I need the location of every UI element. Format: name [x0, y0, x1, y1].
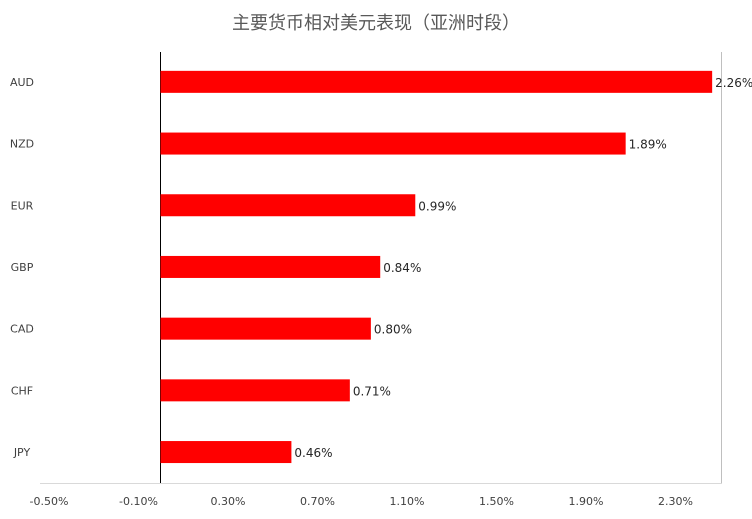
data-label-nzd: 1.89%	[629, 138, 667, 152]
data-label-jpy: 0.46%	[294, 446, 332, 460]
chart-title: 主要货币相对美元表现（亚洲时段）	[232, 13, 520, 34]
data-label-chf: 0.71%	[353, 384, 391, 398]
x-tick-label: 2.30%	[658, 495, 693, 508]
bar-eur	[160, 194, 416, 217]
bar-jpy	[160, 441, 292, 464]
data-label-eur: 0.99%	[418, 199, 456, 213]
bar-chf	[160, 379, 350, 402]
data-label-cad: 0.80%	[374, 323, 412, 337]
bars-group	[160, 70, 713, 464]
bar-cad	[160, 317, 371, 340]
bar-gbp	[160, 255, 381, 278]
category-label-eur: EUR	[11, 199, 34, 212]
category-label-nzd: NZD	[10, 138, 34, 151]
x-tick-label: 0.30%	[211, 495, 246, 508]
category-label-chf: CHF	[11, 384, 33, 397]
bar-aud	[160, 70, 713, 93]
data-label-gbp: 0.84%	[383, 261, 421, 275]
data-labels: 2.26% 1.89% 0.99% 0.84% 0.80% 0.71% 0.46%	[294, 76, 752, 460]
x-tick-label: 1.10%	[390, 495, 425, 508]
category-label-gbp: GBP	[11, 261, 34, 274]
bar-nzd	[160, 132, 626, 155]
category-labels: AUD NZD EUR GBP CAD CHF JPY	[10, 76, 34, 459]
category-label-jpy: JPY	[13, 446, 31, 459]
x-tick-label: -0.10%	[119, 495, 158, 508]
x-tick-label: 0.70%	[300, 495, 335, 508]
x-tick-label: -0.50%	[30, 495, 69, 508]
x-tick-label: 1.50%	[479, 495, 514, 508]
category-label-cad: CAD	[10, 323, 34, 336]
x-tick-label: 1.90%	[569, 495, 604, 508]
x-tick-labels: -0.50% -0.10% 0.30% 0.70% 1.10% 1.50% 1.90% 2.3…	[30, 495, 693, 508]
data-label-aud: 2.26%	[715, 76, 752, 90]
category-label-aud: AUD	[10, 76, 34, 89]
